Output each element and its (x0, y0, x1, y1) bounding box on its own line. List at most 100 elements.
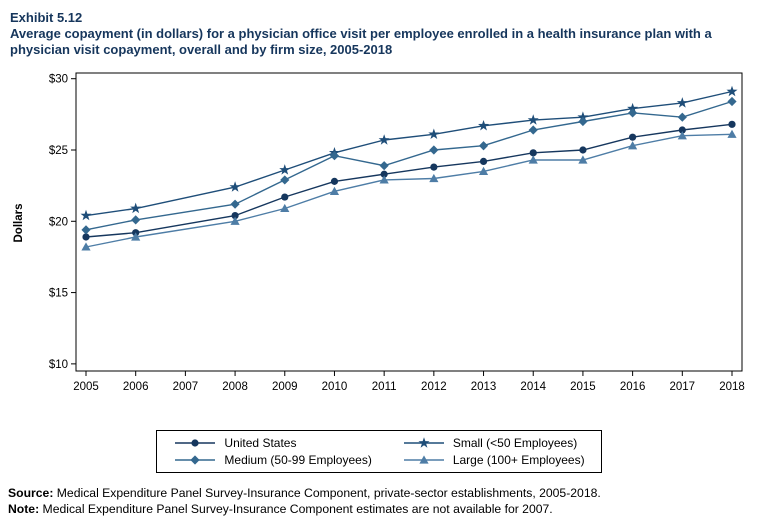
triangle-marker (230, 216, 240, 225)
star-marker (726, 85, 738, 96)
diamond-marker (677, 112, 687, 122)
diamond-marker (131, 215, 141, 225)
legend-label-medium-firms: Medium (50-99 Employees) (224, 452, 372, 467)
diamond-marker (578, 116, 588, 126)
series-line (85, 90, 733, 217)
legend-sample-medium-firms (175, 455, 216, 465)
star-marker (378, 133, 390, 145)
series-1 (80, 85, 738, 221)
diamond-marker (528, 125, 538, 135)
circle-marker (479, 157, 488, 165)
x-tick-label: 2014 (520, 381, 546, 393)
source-label: Source: (8, 485, 54, 500)
diamond-marker (280, 175, 290, 185)
chart-area: Dollars $10 $15 $20 $25 $30 2005 2006 2007 2008 2… (0, 63, 758, 406)
circle-marker (380, 170, 388, 178)
star-marker (577, 111, 589, 122)
star-marker (527, 114, 539, 125)
x-tick-label: 2017 (670, 381, 696, 393)
note-text: Medical Expenditure Panel Survey-Insuran… (39, 501, 553, 516)
triangle-marker (379, 175, 389, 184)
series-2 (81, 96, 737, 235)
circle-marker (82, 233, 90, 241)
star-marker (627, 102, 639, 114)
legend-sample-small-firms (403, 436, 444, 448)
legend-label-small-firms: Small (<50 Employees) (452, 435, 578, 450)
chart-header: Exhibit 5.12 Average copayment (in dolla… (0, 0, 758, 59)
y-tick-label: $20 (49, 216, 68, 228)
x-tick-label: 2015 (570, 381, 596, 393)
y-tick-label: $25 (49, 145, 68, 157)
diamond-marker (81, 224, 91, 235)
footnotes: Source: Medical Expenditure Panel Survey… (0, 473, 758, 517)
star-marker (130, 202, 142, 213)
y-axis-label: Dollars (13, 203, 25, 242)
y-tick-label: $15 (49, 287, 68, 299)
triangle-marker (280, 203, 290, 212)
series-line (85, 100, 733, 231)
plot-svg: Dollars $10 $15 $20 $25 $30 2005 2006 2007 2008 2… (13, 72, 745, 393)
circle-marker (231, 211, 239, 219)
legend-label-united-states: United States (224, 435, 297, 450)
star-marker (676, 96, 688, 108)
y-tick-label: $30 (49, 73, 68, 85)
triangle-marker (628, 140, 638, 150)
star-marker (428, 128, 440, 139)
x-tick-label: 2012 (421, 381, 447, 393)
circle-marker (430, 163, 438, 171)
x-tick-label: 2007 (173, 381, 199, 393)
triangle-marker (419, 455, 429, 464)
circle-marker (579, 146, 587, 154)
legend-item-united-states: United States (173, 436, 371, 450)
triangle-marker (329, 186, 340, 195)
triangle-marker (429, 173, 439, 182)
legend-item-small-firms: Small (<50 Employees) (402, 436, 585, 450)
y-tick-label: $10 (49, 359, 68, 371)
source-text: Medical Expenditure Panel Survey-Insuran… (53, 485, 601, 500)
legend-item-medium-firms: Medium (50-99 Employees) (173, 452, 372, 467)
star-marker (279, 163, 291, 175)
circle-marker (629, 133, 637, 141)
triangle-marker (677, 130, 687, 140)
circle-marker (678, 126, 686, 134)
series-line (85, 133, 733, 248)
chart-title: Average copayment (in dollars) for a phy… (10, 26, 712, 58)
note-line: Note: Medical Expenditure Panel Survey-I… (8, 501, 750, 517)
triangle-marker (528, 155, 538, 164)
triangle-marker (81, 242, 91, 251)
triangle-marker (131, 232, 141, 241)
series-0 (82, 120, 736, 241)
x-tick-label: 2006 (123, 381, 149, 393)
x-tick-label: 2008 (222, 381, 248, 393)
circle-marker (191, 439, 200, 447)
legend-label-large-firms: Large (100+ Employees) (452, 452, 585, 467)
x-tick-label: 2011 (372, 381, 397, 393)
circle-marker (728, 120, 736, 128)
diamond-marker (727, 96, 737, 106)
circle-marker (330, 177, 339, 185)
star-marker (80, 209, 92, 221)
x-tick-label: 2013 (471, 381, 497, 393)
x-tick-label: 2016 (620, 381, 646, 393)
series-line (85, 123, 733, 238)
diamond-marker (379, 160, 389, 171)
diamond-marker (429, 145, 439, 155)
x-tick-label: 2009 (272, 381, 298, 393)
diamond-marker (230, 199, 240, 209)
diamond-marker (478, 140, 489, 151)
series-3 (81, 129, 737, 251)
triangle-marker (727, 129, 737, 138)
legend: United States Small (<50 Employees) Medi… (156, 429, 602, 473)
star-marker (478, 119, 490, 131)
triangle-marker (578, 155, 588, 164)
triangle-marker (478, 166, 489, 175)
legend-sample-large-firms (403, 455, 444, 464)
note-label: Note: (8, 501, 40, 516)
circle-marker (281, 193, 289, 201)
x-tick-label: 2010 (322, 381, 348, 393)
diamond-marker (628, 108, 638, 118)
legend-sample-united-states (175, 439, 216, 447)
diamond-marker (190, 455, 201, 465)
source-line: Source: Medical Expenditure Panel Survey… (8, 485, 750, 501)
